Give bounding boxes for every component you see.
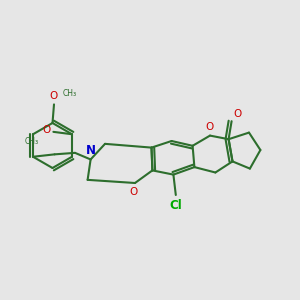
Text: O: O — [206, 122, 214, 132]
Text: O: O — [129, 187, 138, 197]
Text: CH₃: CH₃ — [62, 89, 76, 98]
Text: Cl: Cl — [169, 199, 182, 212]
Text: CH₃: CH₃ — [24, 137, 38, 146]
Text: N: N — [86, 144, 96, 157]
Text: O: O — [50, 92, 58, 101]
Text: O: O — [233, 109, 241, 119]
Text: O: O — [42, 125, 50, 135]
